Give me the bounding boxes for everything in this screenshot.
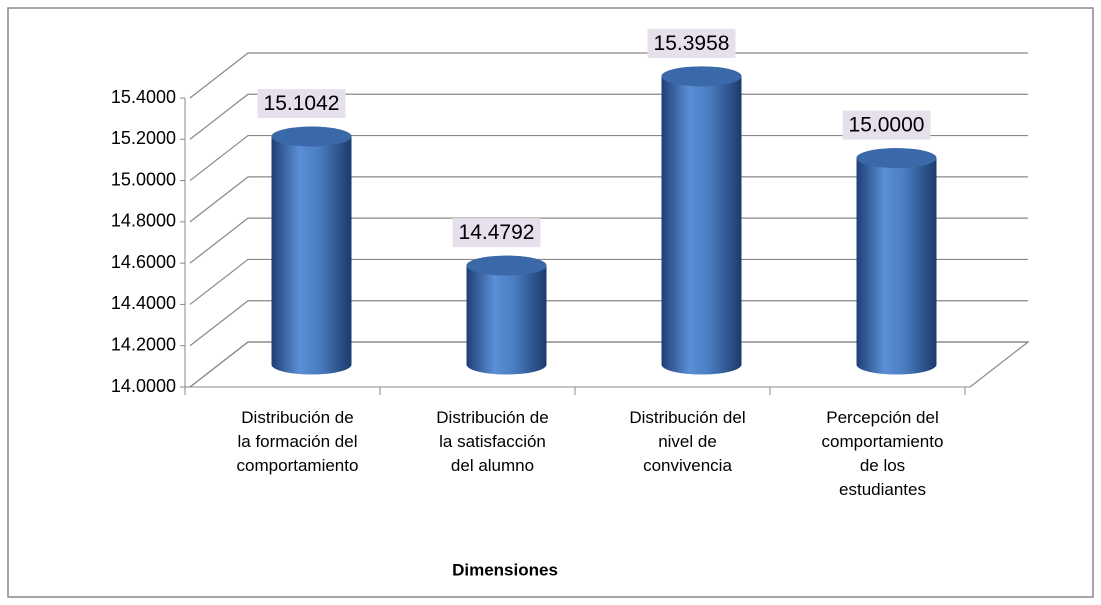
value-label-text: 14.4792 [459,221,535,244]
grid-line [189,217,1028,264]
cylinder [856,148,937,375]
value-label-text: 15.0000 [849,114,925,137]
y-tick-label: 14.0000 [111,376,176,396]
y-tick-label: 15.2000 [111,128,176,148]
x-axis-title: Dimensiones [452,560,558,579]
cylinder-top [271,126,352,147]
grid-line [189,134,1028,182]
y-tick-label: 14.4000 [111,293,176,313]
x-tick-label: Distribución de la formación del comport… [236,408,359,475]
grid-line [189,300,1028,347]
value-label: 15.0000 [842,110,931,140]
cylinder [466,255,547,375]
value-label: 14.4792 [452,218,541,248]
value-label-box [452,218,541,248]
cylinder-top [856,148,937,169]
y-tick-label: 14.8000 [111,211,176,231]
grid-line [189,52,1028,99]
value-label-box [647,28,736,58]
grid-line [189,176,1028,223]
value-label-text: 15.3958 [654,32,730,55]
cylinder [271,126,352,375]
x-tick-label: Distribución del nivel de convivencia [629,408,746,475]
value-label-box [842,110,931,140]
value-label: 15.1042 [257,89,346,119]
grid-line [189,93,1028,140]
x-tick-label: Distribución de la satisfacción del alum… [436,408,549,475]
y-tick-label: 15.0000 [111,169,176,189]
cylinder-top [466,255,547,276]
value-label-box [257,89,346,119]
y-tick-label: 14.2000 [111,334,176,354]
x-tick-label: Percepción del comportamiento de los est… [821,408,944,499]
y-tick-label: 15.4000 [111,87,176,107]
cylinder [661,66,742,375]
y-tick-label: 14.6000 [111,252,176,272]
grid-line [189,258,1028,305]
value-label: 15.3958 [647,28,736,58]
cylinder-top [661,66,742,87]
value-label-text: 15.1042 [264,92,340,115]
grid-line [189,341,1028,388]
